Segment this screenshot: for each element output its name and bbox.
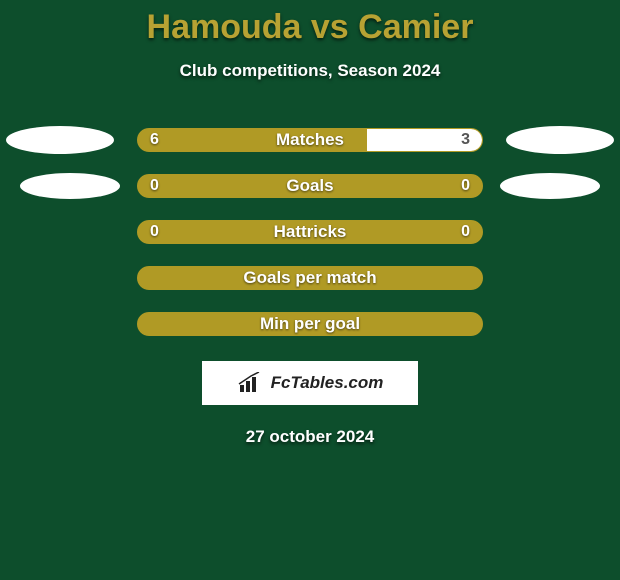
stat-label: Min per goal (138, 314, 482, 334)
logo-box: FcTables.com (202, 361, 418, 405)
stat-bar: Goals per match (137, 266, 483, 290)
stat-row: Matches6 3 (0, 117, 620, 163)
card-date: 27 october 2024 (0, 427, 620, 447)
stat-value-left: 6 (150, 131, 159, 149)
stat-bar: Goals0 0 (137, 174, 483, 198)
logo-chart-icon (237, 372, 265, 394)
stat-value-left: 0 (150, 223, 159, 241)
player-left-ellipse (6, 126, 114, 154)
stat-label: Matches (138, 130, 482, 150)
stat-label: Goals (138, 176, 482, 196)
stat-label: Goals per match (138, 268, 482, 288)
player-left-ellipse (20, 173, 120, 199)
stat-bar: Min per goal (137, 312, 483, 336)
stat-row: Goals0 0 (0, 163, 620, 209)
stat-value-left: 0 (150, 177, 159, 195)
player-right-ellipse (500, 173, 600, 199)
stats-card: Hamouda vs Camier Club competitions, Sea… (0, 0, 620, 580)
stat-label: Hattricks (138, 222, 482, 242)
stat-rows: Matches63Goals00Hattricks00Goals per mat… (0, 117, 620, 347)
card-title: Hamouda vs Camier (0, 0, 620, 47)
stat-row: Hattricks0 0 (0, 209, 620, 255)
stat-value-right: 3 (461, 131, 470, 149)
stat-value-right: 0 (461, 223, 470, 241)
stat-bar: Hattricks0 0 (137, 220, 483, 244)
logo-text: FcTables.com (271, 373, 384, 393)
stat-value-right: 0 (461, 177, 470, 195)
card-subtitle: Club competitions, Season 2024 (0, 61, 620, 81)
player-right-ellipse (506, 126, 614, 154)
stat-row: Goals per match (0, 255, 620, 301)
stat-bar: Matches6 3 (137, 128, 483, 152)
stat-row: Min per goal (0, 301, 620, 347)
